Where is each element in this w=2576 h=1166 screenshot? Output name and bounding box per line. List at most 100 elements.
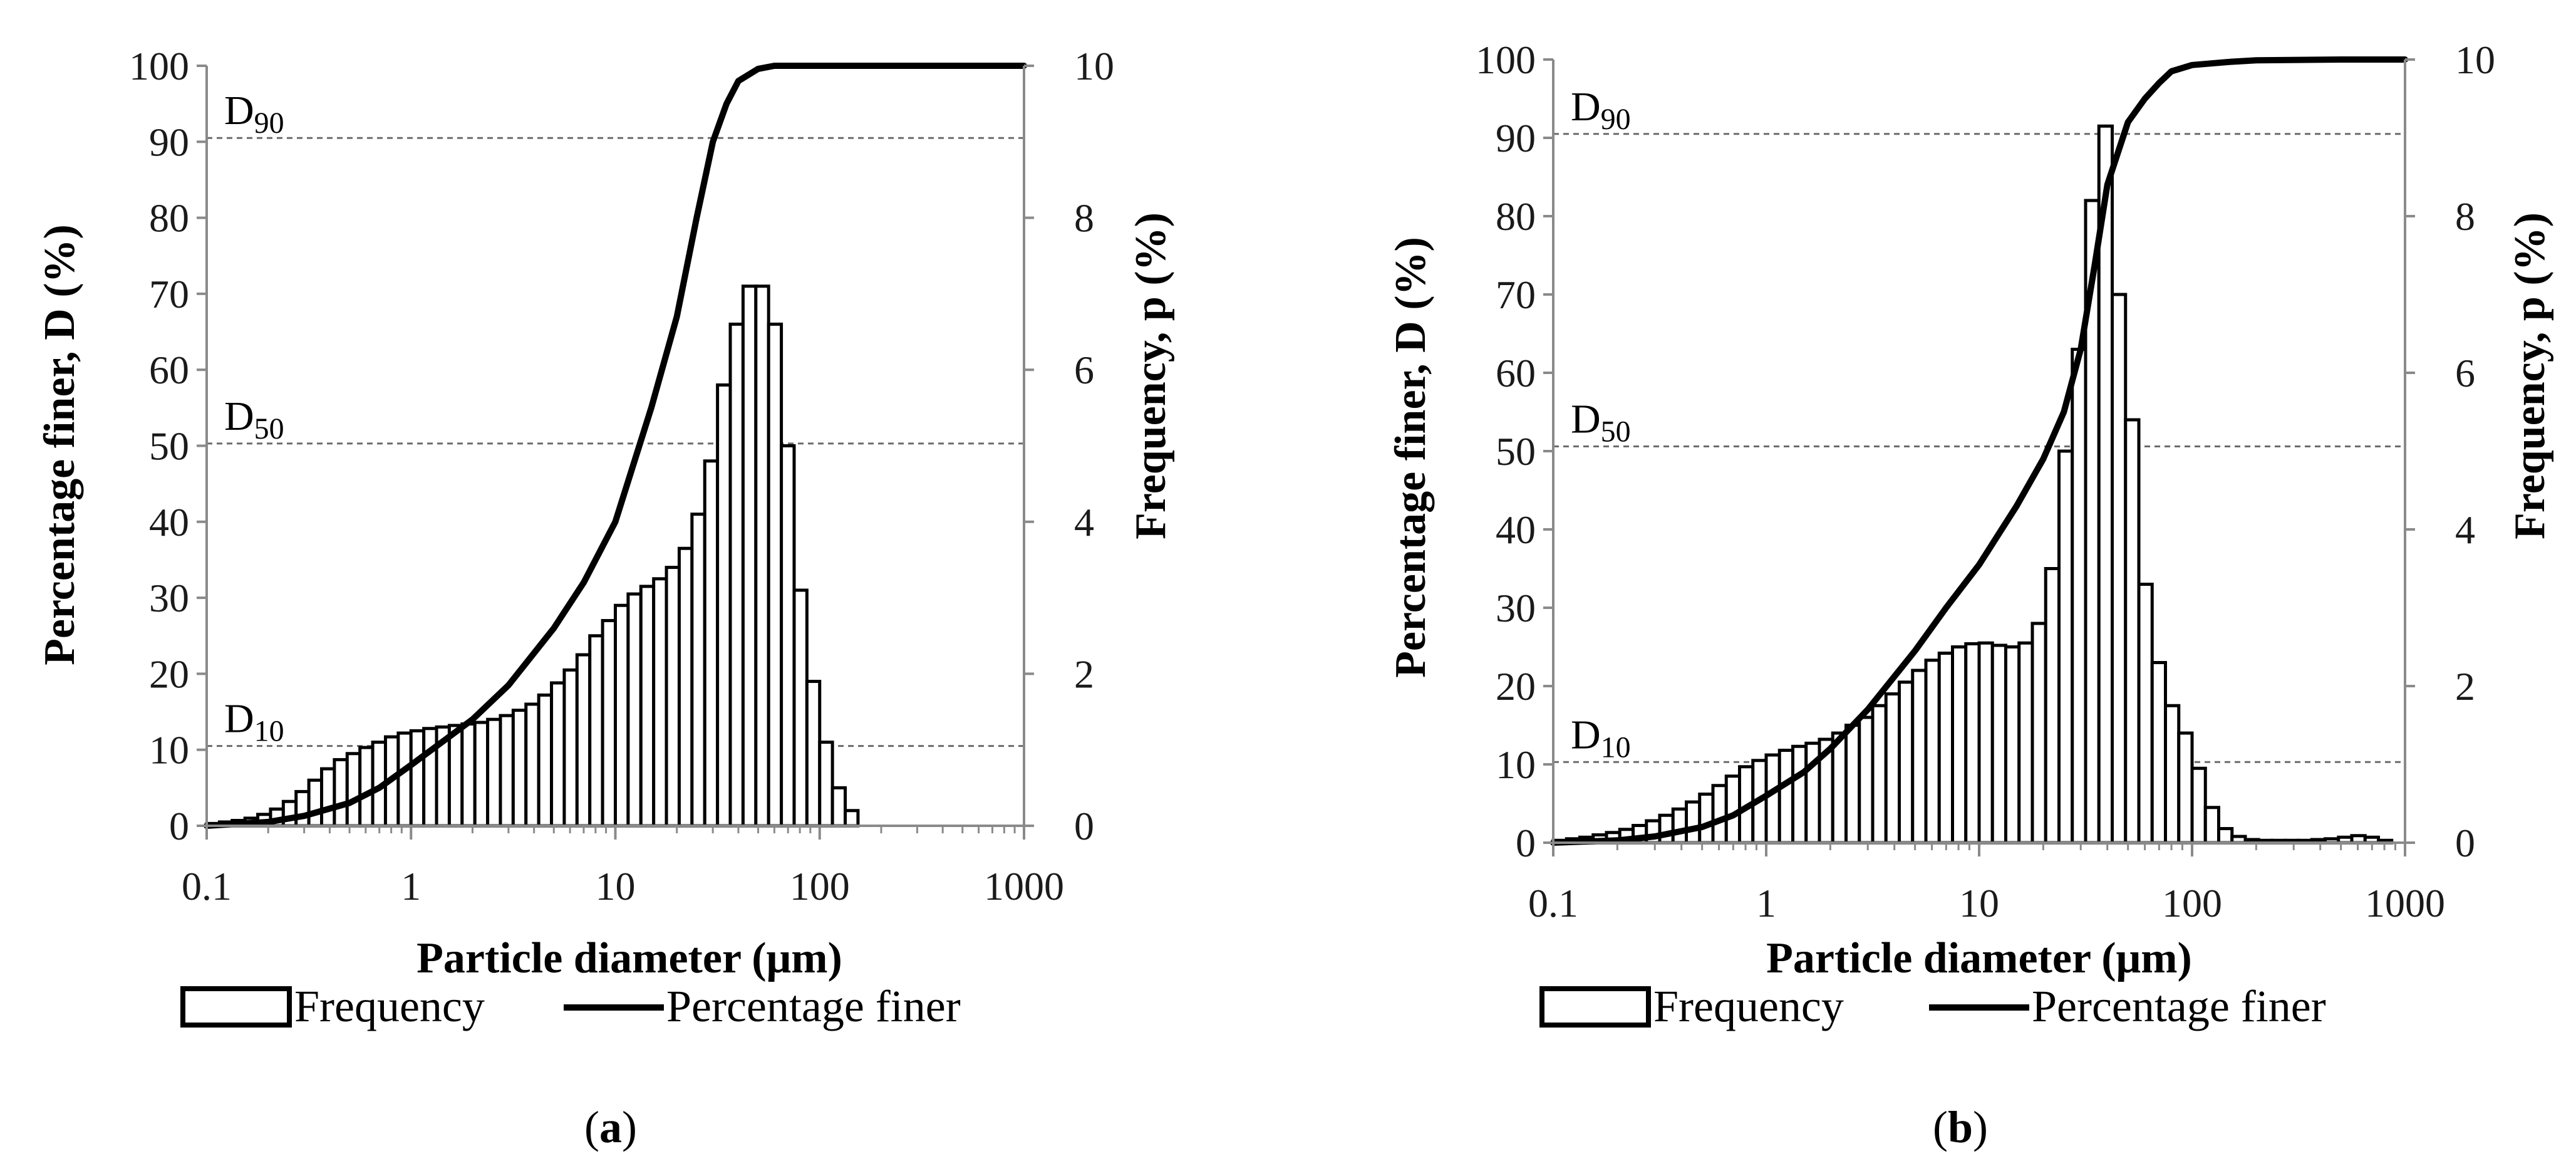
panel-a-frequency-bar bbox=[550, 681, 566, 828]
panel-b-frequency-bar bbox=[2177, 731, 2194, 845]
panel-a-frequency-bar bbox=[677, 546, 694, 828]
panel-b-frequency-bar bbox=[2017, 641, 2034, 845]
panel-a-left-tick-label: 30 bbox=[149, 576, 189, 620]
panel-b-legend: Frequency Percentage finer bbox=[1539, 981, 2326, 1031]
panel-a-left-tick-label: 40 bbox=[149, 500, 189, 544]
panel-a-frequency-bar bbox=[728, 322, 745, 828]
panel-b-frequency-bar bbox=[1964, 642, 1981, 845]
panel-a-frequency-bar bbox=[447, 724, 464, 828]
panel-b-frequency-bar bbox=[1911, 669, 1928, 845]
panel-b-x-tick-label: 1000 bbox=[2365, 881, 2445, 925]
panel-a-left-tick-label: 100 bbox=[129, 44, 189, 88]
panel-b-right-tick-label: 2 bbox=[2455, 664, 2475, 709]
panel-b-x-tick-label: 10 bbox=[1959, 881, 1999, 925]
panel-b-reference-label-d90-subscript: 90 bbox=[1601, 103, 1631, 136]
panel-a-frequency-bar bbox=[320, 767, 336, 828]
panel-b-reference-label-d10-subscript: 10 bbox=[1601, 731, 1631, 764]
panel-a-right-tick-label: 2 bbox=[1074, 652, 1094, 696]
panel-a-frequency-bar bbox=[665, 566, 681, 828]
panel-b-frequency-bar bbox=[2217, 827, 2234, 845]
panel-b-left-tick-label: 20 bbox=[1496, 664, 1536, 709]
panel-b-frequency-bar bbox=[2124, 418, 2141, 845]
panel-b-left-axis-title: Percentage finer, D (%) bbox=[1387, 237, 1435, 678]
panel-a-frequency-bar bbox=[767, 322, 784, 828]
panel-a-right-axis-title: Frequency, p (%) bbox=[1127, 212, 1175, 539]
panel-b-frequency-bar bbox=[2137, 583, 2154, 845]
panel-b-right-tick-label: 10 bbox=[2455, 38, 2495, 82]
panel-a-x-tick-label: 0.1 bbox=[182, 864, 232, 908]
panel-a-axis-titles: Particle diameter (μm) Percentage finer,… bbox=[36, 212, 1175, 982]
panel-a-frequency-bar bbox=[409, 729, 426, 828]
panel-a-frequency-bar bbox=[396, 731, 413, 828]
panel-a-frequency-bar bbox=[345, 752, 362, 828]
panel-b-legend-frequency-label: Frequency bbox=[1653, 981, 1844, 1031]
panel-b-frequency-bar bbox=[2164, 704, 2181, 845]
panel-a-left-tick-label: 80 bbox=[149, 196, 189, 241]
panel-b-frequency-bar bbox=[1777, 749, 1794, 845]
panel-a-reference-label-d50-subscript: 50 bbox=[254, 412, 284, 445]
panel-a-frequency-bar bbox=[575, 653, 592, 828]
panel-a-frequency-bar bbox=[307, 778, 324, 828]
panel-a-frequency-bar bbox=[473, 721, 490, 828]
panel-b-left-tick-label: 0 bbox=[1516, 821, 1536, 865]
panel-a-right-tick-label: 8 bbox=[1074, 196, 1094, 241]
panel-a-frequency-bar bbox=[805, 680, 822, 828]
panel-a-frequency-bar bbox=[601, 618, 617, 828]
panel-a-right-tick-label: 10 bbox=[1074, 44, 1114, 88]
panel-b-frequency-bar bbox=[1884, 692, 1901, 845]
panel-a-percentage-finer-curve bbox=[204, 63, 1027, 829]
panel-a-legend-frequency-swatch bbox=[180, 986, 292, 1028]
panel-a-left-axis-title: Percentage finer, D (%) bbox=[36, 224, 84, 665]
panel-a-frequency-bar bbox=[780, 444, 796, 828]
panel-a-frequency-bar bbox=[818, 741, 834, 828]
panel-b-frequency-bar bbox=[1671, 807, 1688, 845]
panel-b-percentage-finer-curve bbox=[1550, 56, 2408, 846]
panel-b-percentage-finer-line bbox=[1550, 56, 2408, 846]
panel-b-frequency-bar bbox=[1937, 652, 1954, 845]
panel-b-frequency-bar bbox=[1924, 658, 1941, 845]
panel-b-frequency-bar bbox=[1871, 704, 1888, 845]
panel-b-left-tick-label: 50 bbox=[1496, 429, 1536, 474]
panel-b-frequency-bar bbox=[2190, 766, 2207, 845]
panel-a-x-tick-label: 100 bbox=[790, 864, 850, 908]
panel-b-frequency-bar bbox=[1658, 813, 1675, 845]
panel-b-frequency-bar bbox=[2044, 567, 2061, 845]
panel-a-right-tick-label: 0 bbox=[1074, 804, 1094, 848]
panel-b-frequency-bar bbox=[1951, 645, 1968, 845]
panel-b-frequency-bar bbox=[1685, 800, 1702, 845]
panel-b-left-tick-label: 100 bbox=[1476, 38, 1536, 82]
panel-a-frequency-bar bbox=[511, 709, 528, 828]
panel-b-frequency-bar bbox=[1711, 784, 1728, 845]
panel-a-left-tick-label: 70 bbox=[149, 272, 189, 316]
panel-a-frequency-bar bbox=[614, 603, 630, 828]
panel-b-x-tick-label: 100 bbox=[2162, 881, 2222, 925]
panel-a-x-tick-label: 1000 bbox=[984, 864, 1064, 908]
panel-b-x-tick-label: 0.1 bbox=[1528, 881, 1578, 925]
panel-a-percentage-finer-line bbox=[204, 63, 1027, 829]
panel-a-left-tick-label: 20 bbox=[149, 652, 189, 696]
panel-a-frequency-bar bbox=[830, 786, 847, 828]
panel-b-left-tick-label: 90 bbox=[1496, 116, 1536, 160]
panel-a-frequency-bar bbox=[499, 714, 515, 828]
panel-b-x-tick-label: 1 bbox=[1756, 881, 1776, 925]
panel-b-label: (b) bbox=[1933, 1102, 1988, 1152]
panel-a-frequency-bar bbox=[562, 668, 579, 828]
panel-a-frequency-bar bbox=[460, 722, 477, 828]
panel-a-frequency-bar bbox=[844, 809, 860, 828]
panel-b-frequency-bar bbox=[2150, 661, 2167, 845]
panel-a-frequency-bar bbox=[754, 284, 770, 828]
panel-a-legend: Frequency Percentage finer bbox=[180, 981, 961, 1031]
panel-b-left-tick-label: 60 bbox=[1496, 351, 1536, 395]
panel-a-frequency-bar bbox=[716, 383, 732, 828]
panel-a-frequency-bar bbox=[537, 693, 554, 828]
panel-a-frequency-bar bbox=[652, 577, 668, 828]
panel-a-frequency-bar bbox=[333, 757, 349, 828]
panel-b-frequency-bar bbox=[1858, 716, 1875, 845]
panel-a-frequency-bar bbox=[792, 588, 809, 828]
panel-a-axes bbox=[197, 65, 1034, 840]
panel-b-left-tick-label: 40 bbox=[1496, 508, 1536, 552]
